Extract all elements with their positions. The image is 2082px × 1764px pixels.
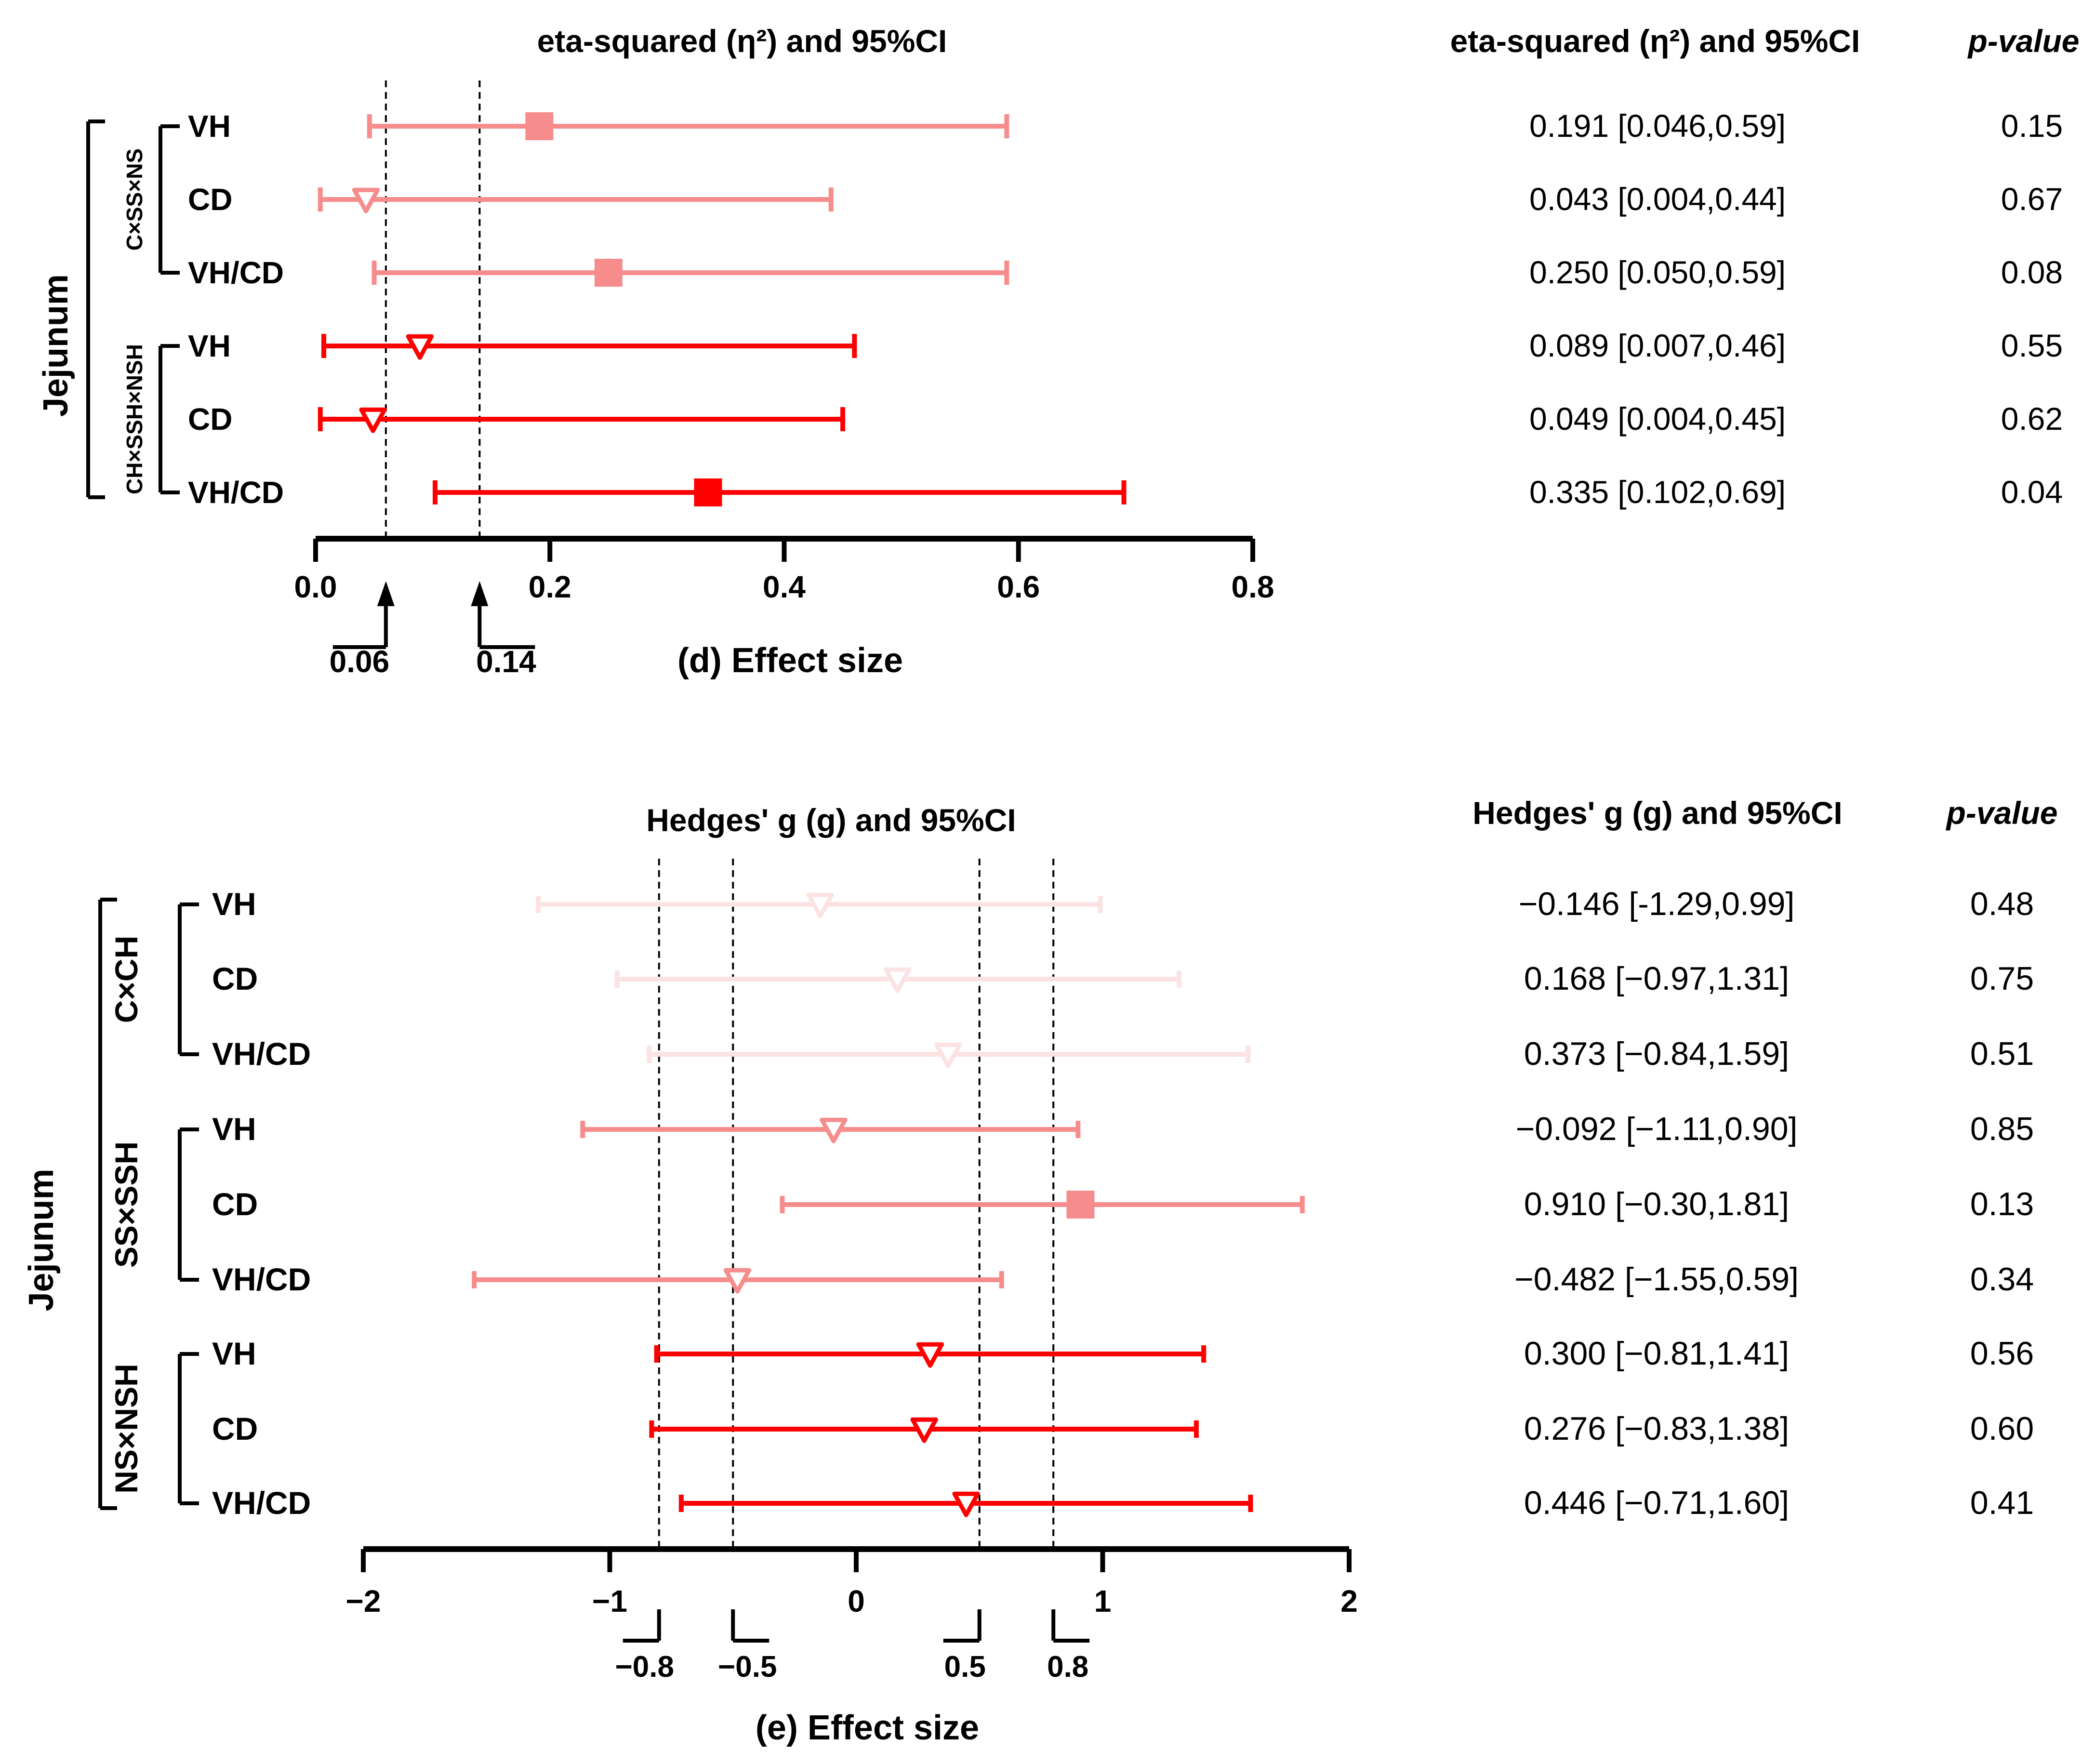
estimate-text: 0.300 [−0.81,1.41] xyxy=(1524,1335,1789,1372)
estimate-text: 0.276 [−0.83,1.38] xyxy=(1524,1410,1789,1447)
row-label: VH/CD xyxy=(212,1036,311,1072)
table-header-p-value: p-value xyxy=(1945,795,2057,831)
estimate-text: 0.335 [0.102,0.69] xyxy=(1529,474,1786,510)
reference-label: 0.06 xyxy=(330,644,390,679)
p-value-text: 0.67 xyxy=(2001,181,2063,217)
x-tick-label: 0.8 xyxy=(1232,570,1274,604)
estimate-text: −0.092 [−1.11,0.90] xyxy=(1516,1111,1798,1147)
x-tick-label: 0.2 xyxy=(529,570,571,604)
estimate-marker-triangle xyxy=(359,407,387,433)
p-value-text: 0.04 xyxy=(2001,474,2063,510)
reference-arrow-head xyxy=(471,581,489,606)
estimate-text: 0.043 [0.004,0.44] xyxy=(1529,181,1786,217)
p-value-text: 0.56 xyxy=(1970,1335,2034,1372)
row-label: CD xyxy=(188,402,232,437)
row-label: CD xyxy=(188,182,232,217)
reference-label: 0.5 xyxy=(944,1650,986,1684)
group-label: C×CH xyxy=(108,936,144,1023)
row-label: VH xyxy=(212,1111,256,1147)
estimate-marker-triangle xyxy=(910,1417,938,1443)
p-value-text: 0.51 xyxy=(1970,1035,2034,1072)
estimate-marker-triangle xyxy=(352,187,380,213)
p-value-text: 0.41 xyxy=(1970,1485,2034,1521)
x-tick-label: 1 xyxy=(1094,1584,1112,1618)
x-tick-label: −2 xyxy=(346,1584,381,1618)
x-tick-label: 0 xyxy=(848,1584,865,1618)
estimate-text: −0.146 [-1.29,0.99] xyxy=(1519,886,1795,922)
row-label: VH/CD xyxy=(188,475,284,510)
row-label: CD xyxy=(212,1411,258,1446)
p-value-text: 0.55 xyxy=(2001,328,2063,363)
group-label: C×SS×NS xyxy=(122,148,147,251)
plot-title: Hedges' g (g) and 95%CI xyxy=(646,802,1016,838)
outer-group-label: Jejunum xyxy=(37,274,75,417)
p-value-text: 0.15 xyxy=(2001,108,2063,144)
x-tick-label: −1 xyxy=(592,1584,627,1618)
estimate-marker-triangle xyxy=(723,1268,752,1294)
reference-arrow-head xyxy=(377,581,395,606)
estimate-marker-triangle xyxy=(952,1491,980,1517)
reference-label: 0.8 xyxy=(1047,1650,1088,1684)
row-label: VH/CD xyxy=(188,255,284,290)
row-label: VH/CD xyxy=(212,1485,311,1521)
x-axis-title: (d) Effect size xyxy=(677,641,903,680)
table-header-estimate: eta-squared (η²) and 95%CI xyxy=(1450,23,1860,59)
estimate-marker-square xyxy=(594,259,623,287)
p-value-text: 0.85 xyxy=(1970,1111,2034,1147)
plot-title: eta-squared (η²) and 95%CI xyxy=(537,23,947,59)
x-tick-label: 0.4 xyxy=(763,570,806,604)
outer-group-label: Jejunum xyxy=(22,1168,61,1311)
estimate-text: 0.191 [0.046,0.59] xyxy=(1529,108,1786,144)
estimate-text: 0.250 [0.050,0.59] xyxy=(1529,254,1786,290)
reference-label: 0.14 xyxy=(476,644,536,679)
estimate-text: 0.049 [0.004,0.45] xyxy=(1529,401,1786,437)
x-tick-label: 0.6 xyxy=(997,570,1040,604)
estimate-marker-triangle xyxy=(934,1042,962,1068)
table-header-p-value: p-value xyxy=(1967,23,2079,59)
row-label: CD xyxy=(212,961,258,996)
row-label: VH xyxy=(188,329,231,363)
group-label: CH×SSH×NSH xyxy=(122,344,147,494)
estimate-marker-square xyxy=(525,112,554,140)
p-value-text: 0.48 xyxy=(1970,886,2034,922)
estimate-text: 0.446 [−0.71,1.60] xyxy=(1524,1485,1789,1521)
x-axis-title: (e) Effect size xyxy=(756,1709,979,1747)
x-tick-label: 2 xyxy=(1340,1584,1358,1618)
row-label: VH xyxy=(212,1336,256,1371)
p-value-text: 0.34 xyxy=(1970,1261,2034,1298)
estimate-text: 0.373 [−0.84,1.59] xyxy=(1524,1035,1789,1072)
p-value-text: 0.60 xyxy=(1970,1410,2034,1447)
estimate-text: 0.910 [−0.30,1.81] xyxy=(1524,1186,1789,1222)
reference-label: −0.8 xyxy=(615,1650,674,1684)
estimate-marker-triangle xyxy=(820,1117,848,1143)
group-label: NS×NSH xyxy=(108,1364,144,1494)
estimate-marker-square xyxy=(1066,1191,1095,1219)
row-label: VH xyxy=(212,886,256,922)
estimate-marker-square xyxy=(694,478,722,506)
estimate-marker-triangle xyxy=(406,334,434,360)
estimate-text: 0.168 [−0.97,1.31] xyxy=(1524,960,1789,997)
p-value-text: 0.13 xyxy=(1970,1186,2034,1222)
estimate-text: −0.482 [−1.55,0.59] xyxy=(1514,1261,1799,1298)
estimate-text: 0.089 [0.007,0.46] xyxy=(1529,328,1786,363)
p-value-text: 0.08 xyxy=(2001,254,2063,290)
p-value-text: 0.62 xyxy=(2001,401,2063,437)
table-header-estimate: Hedges' g (g) and 95%CI xyxy=(1472,795,1842,831)
estimate-marker-triangle xyxy=(806,892,835,918)
x-tick-label: 0.0 xyxy=(294,570,337,604)
row-label: VH/CD xyxy=(212,1261,311,1297)
reference-label: −0.5 xyxy=(718,1650,777,1684)
group-label: SS×SSH xyxy=(108,1141,144,1268)
row-label: VH xyxy=(188,109,231,144)
estimate-marker-triangle xyxy=(916,1342,944,1368)
row-label: CD xyxy=(212,1186,258,1222)
estimate-marker-triangle xyxy=(884,967,912,993)
p-value-text: 0.75 xyxy=(1970,960,2034,997)
